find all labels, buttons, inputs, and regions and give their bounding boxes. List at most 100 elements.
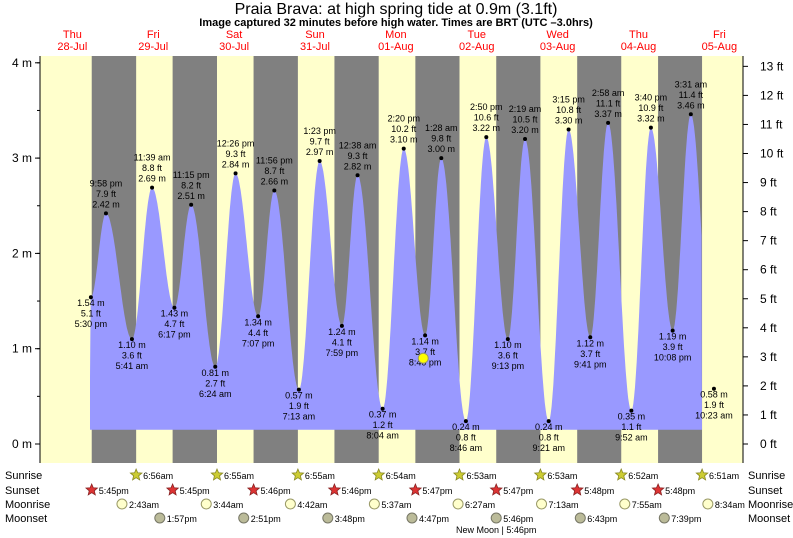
y-tick-unit-ft: ft	[767, 292, 778, 306]
tide-extreme-label: 2.42 m	[92, 199, 120, 209]
tide-extreme-label: 10:23 am	[695, 411, 733, 421]
y-tick-label-m: 1 m	[12, 342, 32, 356]
sunset-star-icon	[246, 482, 261, 496]
moonset-icon	[406, 512, 418, 524]
moonset-time: 7:39pm	[671, 514, 701, 524]
tide-extreme-label: 8.2 ft	[181, 180, 202, 190]
day-date-label: 30-Jul	[219, 41, 249, 53]
tide-extreme-dot	[711, 386, 716, 391]
tide-extreme-label: 4.7 ft	[164, 319, 185, 329]
new-moon-label: New Moon | 5:46pm	[456, 525, 536, 535]
sunset-time: 5:47pm	[503, 486, 533, 496]
tide-extreme-label: 11.1 ft	[596, 98, 621, 108]
y-tick-unit-ft: ft	[767, 176, 778, 190]
tide-extreme-dot	[629, 408, 634, 413]
sunset-time: 5:48pm	[584, 486, 614, 496]
sunrise-star-icon	[129, 467, 143, 481]
tide-extreme-label: 9.8 ft	[431, 134, 452, 144]
moonrise-time: 6:27am	[465, 500, 495, 510]
sunset-time: 5:46pm	[261, 486, 291, 496]
tide-extreme-label: 8.7 ft	[264, 166, 285, 176]
tide-extreme-label: 5:30 pm	[75, 319, 108, 329]
moonset-time: 2:51pm	[251, 514, 281, 524]
moonset-time: 3:48pm	[335, 514, 365, 524]
tide-extreme-dot	[670, 328, 675, 333]
y-tick-label-ft: 2 ft	[760, 379, 777, 393]
tide-extreme-label: 9.7 ft	[310, 136, 331, 146]
tide-extreme-label: 5:41 am	[116, 361, 149, 371]
tide-extreme-label: 1.1 ft	[621, 422, 642, 432]
tide-extreme-dot	[150, 185, 155, 190]
tide-extreme-label: 3.6 ft	[122, 351, 143, 361]
tide-extreme-label: 4.1 ft	[332, 337, 353, 347]
moonset-time: 6:43pm	[587, 514, 617, 524]
sunset-time: 5:45pm	[180, 486, 210, 496]
chart-title: Praia Brava: at high spring tide at 0.9m…	[235, 1, 558, 18]
moonrise-icon	[116, 498, 128, 510]
moonrise-icon	[536, 498, 548, 510]
sunset-star-icon	[84, 482, 99, 496]
moonset-icon	[322, 512, 334, 524]
tide-extreme-label: 7:59 pm	[326, 348, 359, 358]
tide-extreme-label: 2.84 m	[222, 159, 250, 169]
day-labels: Thu28-JulFri29-JulSat30-JulSun31-JulMon0…	[57, 29, 737, 53]
tide-extreme-dot	[172, 305, 177, 310]
sunrise-time: 6:53am	[547, 471, 577, 481]
tide-extreme-dot	[355, 173, 360, 178]
moonrise-icon	[452, 498, 464, 510]
tide-extreme-label: 1.54 m	[77, 298, 105, 308]
y-tick-label-ft: 13 ft	[760, 59, 784, 73]
moonrise-time: 5:37am	[381, 500, 411, 510]
tide-extreme-dot	[129, 337, 134, 342]
y-tick-label-ft: 4 ft	[760, 321, 777, 335]
y-tick-unit-ft: ft	[767, 321, 778, 335]
moonrise-icon	[619, 498, 631, 510]
y-tick-unit-ft: ft	[767, 205, 778, 219]
sunrise-time: 6:54am	[386, 471, 416, 481]
tide-extreme-dot	[233, 171, 238, 176]
sunrise-time: 6:52am	[628, 471, 658, 481]
day-date-label: 29-Jul	[138, 41, 168, 53]
sunrise-star-icon	[695, 467, 709, 481]
tide-height-area	[90, 114, 702, 430]
moonrise-time: 2:43am	[129, 500, 159, 510]
tide-extreme-label: 10.9 ft	[638, 103, 664, 113]
tide-extreme-dot	[484, 135, 489, 140]
day-of-week-label: Wed	[546, 29, 568, 41]
tide-extreme-dot	[546, 419, 551, 424]
tide-extreme-label: 2:19 am	[509, 104, 542, 114]
tide-extreme-dot	[523, 137, 528, 142]
tide-extreme-label: 3.20 m	[511, 125, 539, 135]
moonset-icon	[574, 512, 586, 524]
moonrise-icon	[702, 498, 714, 510]
day-of-week-label: Sat	[226, 29, 243, 41]
y-tick-unit-ft: ft	[767, 408, 778, 422]
tide-extreme-dot	[189, 202, 194, 207]
sunset-star-icon	[570, 482, 584, 496]
tide-extreme-label: 3.32 m	[637, 114, 665, 124]
tide-extreme-label: 0.8 ft	[539, 433, 560, 443]
sunrise-time: 6:55am	[305, 471, 335, 481]
tide-extreme-label: 9:41 pm	[574, 359, 607, 369]
sunrise-time: 6:53am	[467, 471, 497, 481]
sunrise-star-icon	[614, 467, 628, 481]
tide-extreme-dot	[463, 419, 468, 424]
tide-extreme-label: 1.10 m	[118, 340, 146, 350]
axes: 0 m 1 m 2 m 3 m 4 m 0 ft 1 ft 2 ft 3 ft 4 ft 5 ft 6…	[12, 56, 784, 463]
tide-extreme-label: 9.3 ft	[348, 151, 369, 161]
moonrise-time: 7:55am	[632, 500, 662, 510]
tide-extreme-label: 5.1 ft	[81, 309, 102, 319]
y-tick-label-ft: 1 ft	[760, 408, 777, 422]
y-tick-label-ft: 11 ft	[760, 117, 783, 131]
tide-extreme-label: 3.37 m	[594, 109, 622, 119]
y-tick-unit-ft: ft	[767, 350, 778, 364]
row-label-moonrise: Moonrise	[5, 499, 50, 511]
sunset-star-icon	[651, 482, 665, 496]
tide-extreme-label: 12:38 am	[339, 140, 377, 150]
tide-extreme-dot	[272, 188, 277, 193]
sunset-star-icon	[165, 482, 180, 496]
tide-extreme-label: 2.51 m	[177, 191, 205, 201]
tide-extreme-label: 1.19 m	[659, 332, 687, 342]
tide-extreme-dot	[339, 323, 344, 328]
